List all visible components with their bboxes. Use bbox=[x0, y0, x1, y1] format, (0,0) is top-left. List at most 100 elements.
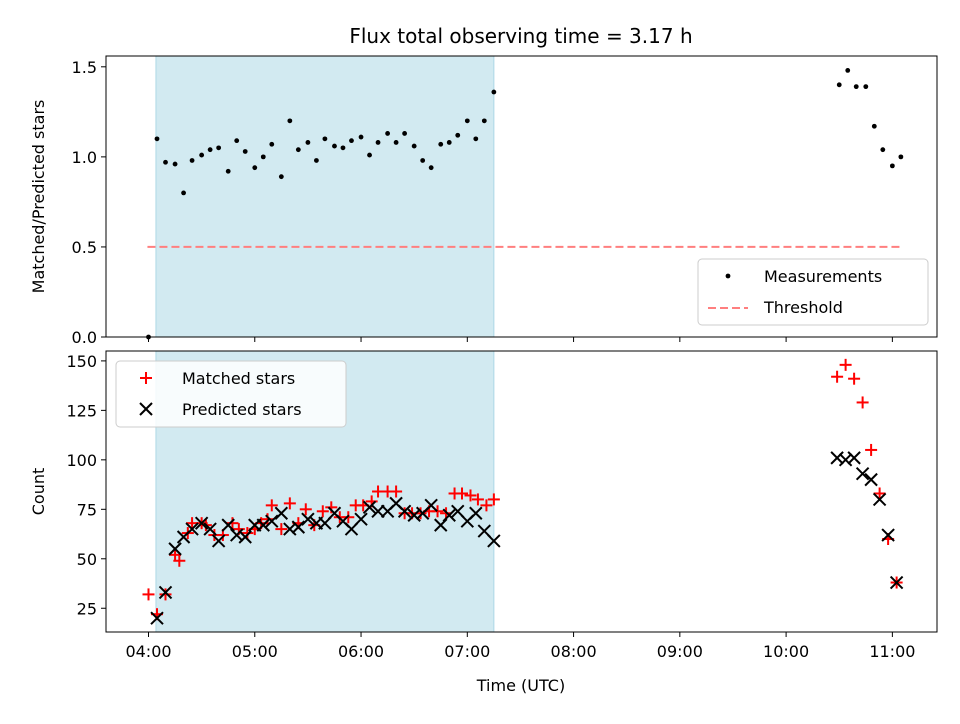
bottom-series-predicted-stars-point-b bbox=[830, 451, 844, 465]
bottom-series-predicted-stars-point bbox=[838, 453, 853, 467]
bottom-y-tick-label: 100 bbox=[66, 451, 97, 470]
bottom-series-matched-stars-point bbox=[865, 443, 878, 456]
top-series-measurements-point bbox=[420, 158, 426, 163]
top-legend: Measurements Threshold bbox=[697, 258, 929, 326]
top-axes-frame bbox=[105, 55, 938, 338]
top-y-axis-label: Matched/Predicted stars bbox=[29, 100, 48, 294]
bottom-series-predicted-stars-point bbox=[424, 498, 438, 513]
bottom-series-matched-stars-point bbox=[159, 588, 172, 601]
bottom-series-predicted-stars-point-b bbox=[168, 542, 182, 556]
bottom-y-tick-label: 25 bbox=[77, 599, 97, 618]
top-series-measurements-point bbox=[189, 158, 195, 163]
top-series-measurements-point bbox=[225, 168, 231, 174]
bottom-series-predicted-stars-point-b bbox=[407, 508, 421, 522]
bottom-series-predicted-stars-point bbox=[265, 514, 279, 528]
top-series-measurements-point bbox=[260, 154, 266, 160]
top-y-tick-label: 0.5 bbox=[72, 238, 97, 257]
bottom-series-predicted-stars-point bbox=[847, 451, 861, 465]
bottom-series-predicted-stars-point bbox=[442, 508, 456, 522]
bottom-series-predicted-stars-point bbox=[158, 585, 173, 600]
bottom-series-predicted-stars-point bbox=[855, 466, 870, 481]
top-series-measurements-point bbox=[385, 131, 391, 136]
top-series-measurements-point bbox=[428, 165, 434, 171]
top-series-measurements-point bbox=[464, 118, 470, 124]
bottom-series-predicted-stars-point-b bbox=[469, 506, 483, 520]
bottom-series-predicted-stars-point bbox=[354, 512, 368, 526]
bottom-y-tick-label: 125 bbox=[66, 401, 97, 420]
top-subplot: 0.0 0.5 1.0 1.5 Matched/Predicted stars Measu… bbox=[29, 55, 938, 347]
bottom-legend-entry-predicted-stars-label: Predicted stars bbox=[182, 400, 302, 419]
bottom-series-predicted-stars-point bbox=[230, 528, 244, 542]
bottom-series-predicted-stars-point-b bbox=[451, 504, 465, 518]
top-series-measurements-point bbox=[880, 147, 886, 153]
top-series-measurements-point bbox=[845, 68, 851, 73]
bottom-series-predicted-stars-point-b bbox=[221, 518, 235, 532]
x-tick-label: 05:00 bbox=[232, 642, 278, 661]
top-series-measurements-point bbox=[314, 158, 319, 163]
x-tick-label: 11:00 bbox=[869, 642, 915, 661]
x-tick-label: 06:00 bbox=[338, 642, 384, 661]
bottom-series-predicted-stars-point bbox=[168, 542, 182, 556]
bottom-series-predicted-stars-point-b bbox=[301, 512, 315, 526]
bottom-series-predicted-stars-point-b bbox=[889, 575, 904, 590]
bottom-series-predicted-stars-point bbox=[881, 528, 895, 542]
top-legend-entry-measurements: Measurements bbox=[725, 267, 882, 286]
top-series-measurements-point bbox=[287, 118, 293, 124]
top-legend-box bbox=[697, 258, 929, 326]
bottom-series-matched-stars-point bbox=[275, 523, 288, 536]
bottom-series-matched-stars-point bbox=[464, 489, 477, 502]
top-series-measurements-point bbox=[278, 174, 284, 180]
bottom-legend-entry-matched-stars-swatch bbox=[140, 372, 152, 384]
top-series-measurements-point bbox=[269, 141, 275, 147]
bottom-series-predicted-stars-point bbox=[397, 504, 412, 518]
top-series-measurements-point bbox=[295, 147, 301, 153]
bottom-series-predicted-stars-point-b bbox=[211, 534, 226, 548]
top-series-measurements-point bbox=[332, 143, 337, 149]
bottom-series-predicted-stars-point bbox=[211, 534, 226, 548]
top-series-measurements-point bbox=[305, 140, 311, 145]
x-axis-label: Time (UTC) bbox=[476, 676, 565, 695]
top-series-measurements-point bbox=[322, 136, 328, 142]
top-series-measurements-point bbox=[438, 141, 444, 147]
bottom-y-tick-label: 75 bbox=[77, 500, 97, 519]
bottom-series-predicted-stars-point-b bbox=[442, 508, 456, 522]
bottom-series-predicted-stars-point-b bbox=[389, 496, 403, 511]
top-series-measurements-point bbox=[871, 123, 877, 129]
bottom-series-predicted-stars-point bbox=[238, 530, 252, 544]
bottom-series-predicted-stars-point-b bbox=[274, 506, 289, 520]
top-series-measurements-point bbox=[340, 145, 346, 151]
top-series-measurements bbox=[146, 68, 904, 340]
bottom-series-matched-stars-point bbox=[480, 499, 493, 512]
bottom-series-predicted-stars-point-b bbox=[256, 518, 270, 532]
x-tick-label: 04:00 bbox=[125, 642, 171, 661]
top-series-measurements-point bbox=[863, 84, 869, 90]
top-legend-entry-measurements-swatch bbox=[725, 273, 731, 279]
bottom-series-predicted-stars-point bbox=[150, 611, 164, 625]
bottom-series-predicted-stars-point-b bbox=[881, 528, 895, 542]
top-series-measurements-point bbox=[252, 165, 258, 171]
bottom-series-predicted-stars-point bbox=[872, 492, 887, 507]
bottom-series-matched-stars-point bbox=[487, 493, 500, 506]
top-series-measurements-point bbox=[163, 159, 168, 165]
top-legend-entry-measurements-label: Measurements bbox=[764, 267, 882, 286]
bottom-series-predicted-stars-point-b bbox=[477, 524, 492, 538]
bottom-series-predicted-stars-point-b bbox=[158, 585, 173, 600]
bottom-series-predicted-stars-point bbox=[469, 506, 483, 520]
bottom-series-predicted-stars-point bbox=[864, 472, 878, 487]
x-tick-label: 09:00 bbox=[657, 642, 703, 661]
bottom-series-matched-stars-point bbox=[226, 517, 239, 530]
top-y-tick-label: 1.0 bbox=[72, 148, 97, 167]
bottom-series-predicted-stars-point-b bbox=[838, 453, 853, 467]
bottom-series-predicted-stars-point-b bbox=[230, 528, 244, 542]
bottom-series-predicted-stars-point-b bbox=[864, 472, 878, 487]
bottom-series-predicted-stars-point bbox=[830, 451, 844, 465]
x-tick-label: 08:00 bbox=[551, 642, 597, 661]
bottom-series-predicted-stars-point-b bbox=[354, 512, 368, 526]
bottom-series-matched-stars-point bbox=[471, 493, 484, 506]
bottom-subplot: 25 50 75 100 125 150 04:00 05:00 06:00 07:00 08:00… bbox=[29, 350, 938, 661]
bottom-series-predicted-stars-point-b bbox=[424, 498, 438, 513]
bottom-series-matched-stars-point bbox=[316, 505, 329, 518]
bottom-series-predicted-stars-point-b bbox=[265, 514, 279, 528]
bottom-series-matched-stars-point bbox=[431, 505, 444, 518]
top-series-measurements-point bbox=[375, 140, 381, 145]
